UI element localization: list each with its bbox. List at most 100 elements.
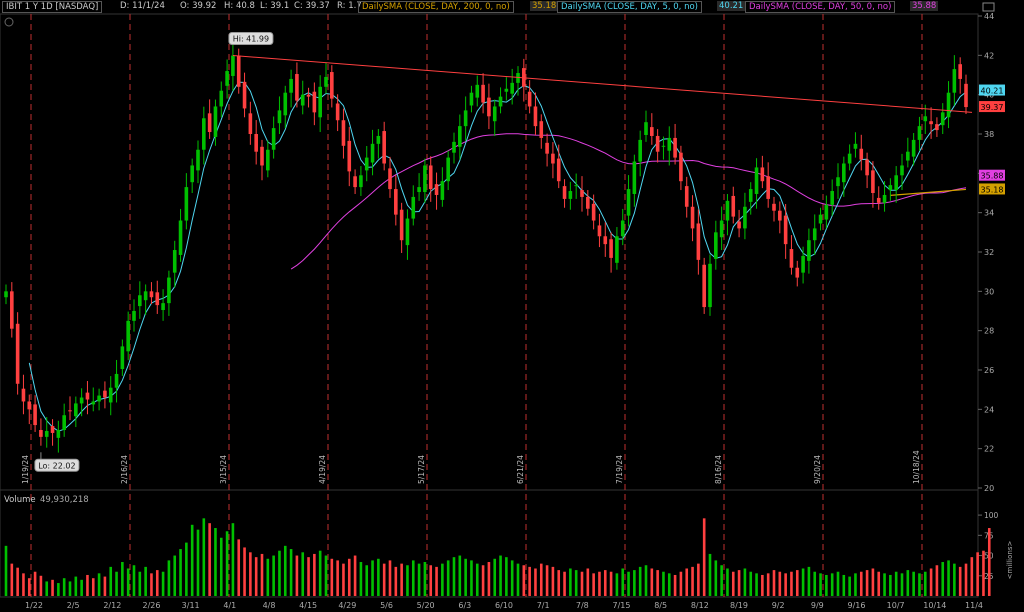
candle-body <box>161 303 165 311</box>
volume-bar <box>685 568 689 596</box>
volume-bar <box>941 562 945 596</box>
candle-body <box>935 124 939 131</box>
volume-bar <box>510 560 514 596</box>
candle-body <box>702 264 706 308</box>
volume-bar <box>871 568 875 596</box>
candle-body <box>673 137 677 158</box>
top-right-controls[interactable] <box>4 2 995 27</box>
volume-bar <box>22 573 25 596</box>
candle-body <box>487 97 491 117</box>
candle-body <box>85 392 90 400</box>
candle-body <box>714 232 718 259</box>
volume-bar <box>406 565 409 596</box>
date-tick-label: 2/26 <box>143 601 161 610</box>
volume-bar <box>609 571 613 596</box>
candle-body <box>766 176 770 199</box>
volume-title: Volume <box>4 495 36 505</box>
maximize-icon[interactable] <box>982 2 995 12</box>
date-tick-label: 9/16 <box>848 601 866 610</box>
candle-body <box>155 292 160 306</box>
price-axis: 20222426283032343638404244 <box>978 12 994 493</box>
candle-body <box>498 96 503 107</box>
sma5-label[interactable]: DailySMA (CLOSE, DAY, 5, 0, no) <box>557 1 702 13</box>
candle-body <box>236 55 241 87</box>
volume-bar <box>103 576 107 596</box>
candle-body <box>213 106 218 137</box>
candle-body <box>923 116 928 122</box>
symbol-label[interactable]: IBIT 1 Y 1D [NASDAQ] <box>2 1 103 13</box>
date-tick-label: 1/22 <box>25 601 43 610</box>
volume-bar <box>580 571 584 596</box>
date-tick-label: 3/11 <box>182 601 200 610</box>
price-tick-label: 32 <box>984 248 994 257</box>
volume-bar <box>877 571 881 596</box>
volume-bar <box>185 542 188 596</box>
candle-body <box>853 143 858 149</box>
volume-bar <box>935 565 939 596</box>
volume-bar <box>958 566 962 596</box>
volume-bar <box>557 570 561 596</box>
value-tag-label: 39.37 <box>981 103 1004 112</box>
volume-bar <box>499 555 502 596</box>
volume-bar <box>545 565 549 596</box>
volume-bar <box>202 518 206 596</box>
date-tick-label: 7/15 <box>613 601 631 610</box>
sma200-label[interactable]: DailySMA (CLOSE, DAY, 200, 0, no) <box>358 1 514 13</box>
candle-body <box>679 152 683 182</box>
candle-body <box>510 82 514 94</box>
date-tick-label: 2/12 <box>103 601 121 610</box>
candle-body <box>824 204 829 220</box>
candle-body <box>661 145 666 147</box>
date-tick-label: 4/1 <box>223 601 236 610</box>
candle-body <box>184 187 189 221</box>
candle-body <box>324 76 328 87</box>
candle-body <box>428 165 433 190</box>
candle-body <box>62 415 66 430</box>
candle-body <box>446 157 450 182</box>
volume-bar <box>33 571 37 596</box>
volume-bar <box>115 571 118 596</box>
date-tick-label: 9/2 <box>772 601 785 610</box>
settings-icon[interactable] <box>4 17 14 27</box>
candle-body <box>847 153 852 164</box>
volume-bar <box>761 574 764 596</box>
volume-bar <box>487 562 491 596</box>
volume-bar <box>522 565 526 596</box>
volume-bar <box>842 574 846 596</box>
volume-bar <box>27 578 31 596</box>
volume-bar <box>377 558 380 596</box>
price-tick-label: 20 <box>984 484 994 493</box>
high-callout-box <box>228 32 274 46</box>
candle-body <box>743 206 747 229</box>
chart-header: IBIT 1 Y 1D [NASDAQ] D: 11/1/24 O: 39.92… <box>0 0 1024 14</box>
date-readout: D: 11/1/24 <box>120 1 165 11</box>
volume-bar <box>91 578 95 596</box>
candle-body <box>423 165 427 193</box>
volume-bar <box>278 550 281 596</box>
candle-body <box>21 388 26 402</box>
date-tick-label: 11/4 <box>965 601 983 610</box>
volume-bar <box>342 563 345 596</box>
candle-body <box>830 191 834 205</box>
candle-body <box>399 209 404 241</box>
period-label: 9/20/24 <box>813 455 822 484</box>
period-label: 10/18/24 <box>912 450 921 484</box>
volume-bar <box>784 573 787 596</box>
candle-body <box>527 91 532 107</box>
date-tick-label: 8/19 <box>730 601 748 610</box>
volume-bar <box>16 567 19 596</box>
value-tag-label: 35.88 <box>981 172 1004 181</box>
candle-body <box>626 189 631 216</box>
volume-bar <box>429 565 433 596</box>
volume-bar <box>883 573 886 596</box>
volume-header: Volume 49,930,218 <box>4 495 89 505</box>
candle-body <box>964 83 968 108</box>
volume-bar <box>708 553 712 596</box>
value-tag-box <box>979 169 1005 181</box>
price-tick-label: 24 <box>984 405 994 414</box>
volume-bar <box>254 557 258 596</box>
sma50-label[interactable]: DailySMA (CLOSE, DAY, 50, 0, no) <box>745 1 896 13</box>
volume-bar <box>947 560 950 596</box>
volume-bar <box>638 566 642 596</box>
